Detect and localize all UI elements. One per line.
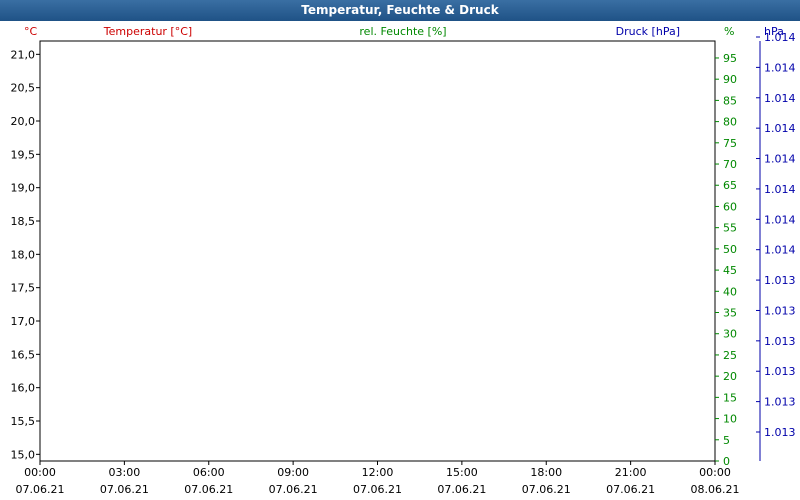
humidity-tick-label: 45 — [723, 264, 737, 277]
pressure-tick-label: 1.014 — [764, 213, 796, 226]
plot-frame — [39, 40, 716, 462]
left-tick-label: 20,0 — [11, 115, 36, 128]
pressure-tick-label: 1.014 — [764, 244, 796, 257]
humidity-tick-label: 55 — [723, 222, 737, 235]
x-tick-date-label: 07.06.21 — [184, 483, 233, 496]
legend-label: Temperatur [°C] — [103, 25, 192, 38]
pressure-axis-unit: hPa — [764, 25, 784, 38]
left-tick-label: 19,5 — [11, 148, 36, 161]
left-axis-unit: °C — [24, 25, 38, 38]
window-title: Temperatur, Feuchte & Druck — [0, 0, 800, 21]
x-tick-date-label: 08.06.21 — [691, 483, 740, 496]
humidity-tick-label: 85 — [723, 94, 737, 107]
humidity-tick-label: 15 — [723, 391, 737, 404]
x-tick-time-label: 21:00 — [615, 466, 647, 479]
humidity-tick-label: 90 — [723, 73, 737, 86]
legend-label: Druck [hPa] — [616, 25, 680, 38]
labels: °C 15,0 15,5 16,0 16,5 17,0 17,5 18,0 18,5 19,0 19… — [11, 25, 796, 496]
left-tick-label: 17,5 — [11, 282, 36, 295]
humidity-tick-label: 95 — [723, 52, 737, 65]
pressure-tick-label: 1.014 — [764, 61, 796, 74]
chart-area: °C 15,0 15,5 16,0 16,5 17,0 17,5 18,0 18,5 19,0 19… — [11, 25, 796, 496]
humidity-tick-label: 35 — [723, 307, 737, 320]
left-tick-label: 19,0 — [11, 182, 36, 195]
x-tick-date-label: 07.06.21 — [353, 483, 402, 496]
pressure-tick-label: 1.014 — [764, 31, 796, 44]
x-tick-time-label: 00:00 — [699, 466, 731, 479]
left-tick-label: 15,0 — [11, 448, 36, 461]
pressure-tick-label: 1.014 — [764, 92, 796, 105]
humidity-tick-label: 25 — [723, 349, 737, 362]
x-tick-date-label: 07.06.21 — [16, 483, 65, 496]
humidity-tick-label: 40 — [723, 285, 737, 298]
pressure-tick-label: 1.014 — [764, 153, 796, 166]
x-tick-time-label: 15:00 — [446, 466, 478, 479]
pressure-tick-label: 1.013 — [764, 396, 796, 409]
x-tick-time-label: 12:00 — [362, 466, 394, 479]
humidity-tick-label: 5 — [723, 434, 730, 447]
humidity-axis-unit: % — [724, 25, 734, 38]
left-tick-label: 17,0 — [11, 315, 36, 328]
x-tick-date-label: 07.06.21 — [100, 483, 149, 496]
humidity-tick-label: 50 — [723, 243, 737, 256]
humidity-tick-label: 75 — [723, 137, 737, 150]
left-tick-label: 18,0 — [11, 248, 36, 261]
humidity-tick-label: 10 — [723, 413, 737, 426]
pressure-tick-label: 1.013 — [764, 365, 796, 378]
pressure-tick-label: 1.013 — [764, 335, 796, 348]
left-tick-label: 15,5 — [11, 415, 36, 428]
x-tick-date-label: 07.06.21 — [269, 483, 318, 496]
left-tick-label: 16,0 — [11, 382, 36, 395]
humidity-tick-label: 20 — [723, 370, 737, 383]
x-tick-time-label: 03:00 — [109, 466, 141, 479]
x-tick-time-label: 06:00 — [193, 466, 225, 479]
pressure-tick-label: 1.014 — [764, 183, 796, 196]
left-tick-label: 18,5 — [11, 215, 36, 228]
pressure-tick-label: 1.013 — [764, 274, 796, 287]
pressure-tick-label: 1.013 — [764, 426, 796, 439]
axes — [36, 36, 761, 465]
pressure-tick-label: 1.013 — [764, 304, 796, 317]
humidity-tick-label: 70 — [723, 158, 737, 171]
legend-label: rel. Feuchte [%] — [359, 25, 446, 38]
humidity-tick-label: 60 — [723, 200, 737, 213]
x-tick-date-label: 07.06.21 — [606, 483, 655, 496]
humidity-tick-label: 65 — [723, 179, 737, 192]
x-tick-time-label: 18:00 — [530, 466, 562, 479]
humidity-tick-label: 80 — [723, 116, 737, 129]
x-tick-time-label: 09:00 — [277, 466, 309, 479]
pressure-tick-label: 1.014 — [764, 122, 796, 135]
left-tick-label: 20,5 — [11, 82, 36, 95]
humidity-tick-label: 30 — [723, 328, 737, 341]
x-tick-date-label: 07.06.21 — [437, 483, 486, 496]
left-tick-label: 21,0 — [11, 48, 36, 61]
x-tick-date-label: 07.06.21 — [522, 483, 571, 496]
left-tick-label: 16,5 — [11, 348, 36, 361]
x-tick-time-label: 00:00 — [24, 466, 56, 479]
humidity-tick-label: 0 — [723, 455, 730, 468]
